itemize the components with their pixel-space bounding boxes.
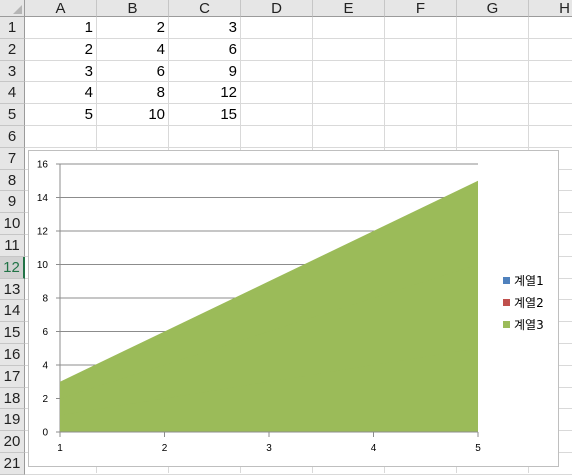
- row-header-3[interactable]: 3: [0, 60, 25, 83]
- cell-c4[interactable]: 12: [220, 84, 237, 102]
- series-area-1: [60, 348, 478, 432]
- cell-c5[interactable]: 15: [220, 106, 237, 124]
- column-header-d[interactable]: D: [241, 0, 313, 17]
- cell-b2[interactable]: 4: [156, 40, 165, 58]
- legend-swatch-3: [503, 321, 510, 328]
- cell-b5[interactable]: 10: [148, 106, 165, 124]
- column-header-a[interactable]: A: [25, 0, 97, 17]
- cell-a4[interactable]: 4: [84, 84, 93, 102]
- row-header-15[interactable]: 15: [0, 322, 25, 344]
- gridline-horizontal: [25, 125, 572, 126]
- y-tick-label: 14: [37, 193, 49, 204]
- row-header-14[interactable]: 14: [0, 300, 25, 323]
- y-tick-label: 4: [42, 361, 48, 372]
- row-header-18[interactable]: 18: [0, 387, 25, 410]
- y-tick-label: 8: [42, 294, 48, 305]
- legend-swatch-1: [503, 277, 510, 284]
- row-header-20[interactable]: 20: [0, 431, 25, 453]
- row-header-7[interactable]: 7: [0, 147, 25, 170]
- row-header-21[interactable]: 21: [0, 453, 25, 475]
- x-tick-label: 2: [162, 443, 168, 454]
- row-header-17[interactable]: 17: [0, 365, 25, 388]
- row-header-8[interactable]: 8: [0, 169, 25, 192]
- column-header-e[interactable]: E: [313, 0, 385, 17]
- column-header-g[interactable]: G: [457, 0, 529, 17]
- gridline-horizontal: [25, 103, 572, 105]
- cell-b4[interactable]: 8: [156, 84, 165, 102]
- y-tick-label: 10: [37, 260, 49, 271]
- row-header-16[interactable]: 16: [0, 344, 25, 366]
- y-tick-label: 12: [37, 227, 49, 238]
- gridline-horizontal: [25, 81, 572, 83]
- legend-label-1: 계열1: [514, 274, 544, 288]
- row-header-13[interactable]: 13: [0, 278, 25, 301]
- column-header-b[interactable]: B: [97, 0, 169, 17]
- cell-c3[interactable]: 9: [228, 62, 237, 80]
- y-tick-label: 6: [42, 327, 48, 338]
- cell-a1[interactable]: 1: [84, 19, 93, 36]
- legend-label-3: 계열3: [514, 318, 544, 332]
- row-header-10[interactable]: 10: [0, 213, 25, 235]
- y-tick-label: 0: [42, 428, 48, 439]
- select-all-corner[interactable]: [0, 0, 25, 17]
- row-header-2[interactable]: 2: [0, 38, 25, 61]
- column-header-c[interactable]: C: [169, 0, 241, 17]
- cell-a3[interactable]: 3: [84, 62, 93, 80]
- cell-a5[interactable]: 5: [84, 106, 93, 124]
- legend-swatch-2: [503, 299, 510, 306]
- row-header-12[interactable]: 12: [0, 256, 25, 279]
- row-header-19[interactable]: 19: [0, 409, 25, 432]
- row-header-5[interactable]: 5: [0, 104, 25, 126]
- row-header-11[interactable]: 11: [0, 235, 25, 257]
- x-tick-label: 5: [475, 443, 481, 454]
- y-tick-label: 2: [42, 394, 48, 405]
- gridline-horizontal: [25, 37, 572, 39]
- legend-label-2: 계열2: [514, 296, 544, 310]
- cell-c1[interactable]: 3: [228, 19, 237, 36]
- cell-b1[interactable]: 2: [156, 19, 165, 36]
- x-tick-label: 4: [371, 443, 377, 454]
- gridline-horizontal: [25, 59, 572, 61]
- cell-b3[interactable]: 6: [156, 62, 165, 80]
- row-header-4[interactable]: 4: [0, 82, 25, 105]
- y-tick-label: 16: [37, 160, 49, 171]
- x-tick-label: 3: [266, 443, 272, 454]
- cell-a2[interactable]: 2: [84, 40, 93, 58]
- column-header-h[interactable]: H: [529, 0, 572, 17]
- row-header-1[interactable]: 1: [0, 17, 25, 39]
- column-header-f[interactable]: F: [385, 0, 457, 17]
- area-chart[interactable]: 0 2 4 6 8 10 12 14 16 1 2 3 4 5 계열1 계열2 계열3: [28, 150, 559, 467]
- row-header-6[interactable]: 6: [0, 126, 25, 148]
- cell-c2[interactable]: 6: [228, 40, 237, 58]
- gridline-horizontal: [25, 146, 572, 148]
- row-header-9[interactable]: 9: [0, 191, 25, 214]
- x-tick-label: 1: [57, 443, 63, 454]
